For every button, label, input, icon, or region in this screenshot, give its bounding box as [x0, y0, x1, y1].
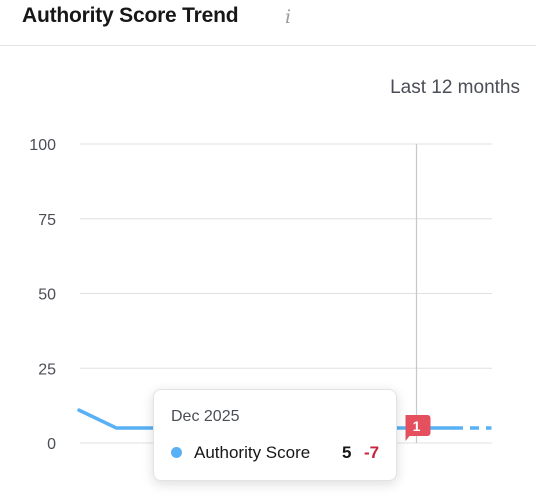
y-tick-label: 100 — [29, 137, 56, 154]
y-tick-label: 75 — [38, 212, 56, 229]
widget-header: Authority Score Trend i — [0, 0, 536, 46]
y-tick-label: 25 — [38, 361, 56, 378]
tooltip-value: 5 — [342, 443, 352, 462]
info-icon[interactable]: i — [285, 6, 292, 28]
y-tick-label: 50 — [38, 287, 56, 304]
tooltip-date: Dec 2025 — [171, 408, 240, 425]
tooltip-delta: -7 — [364, 443, 380, 462]
y-tick-label: 0 — [47, 436, 56, 453]
chart-tooltip: Dec 2025 Authority Score 5 -7 — [153, 389, 397, 481]
tooltip-series-row: Authority Score 5 -7 — [171, 443, 383, 463]
series-dot-icon — [171, 447, 182, 458]
event-marker-label: 1 — [413, 418, 421, 434]
period-label: Last 12 months — [390, 77, 520, 98]
tooltip-series-name: Authority Score — [194, 443, 311, 462]
event-marker-flag[interactable]: 1 — [405, 415, 431, 442]
widget-title: Authority Score Trend — [22, 4, 239, 27]
event-marker-shape — [405, 415, 431, 442]
